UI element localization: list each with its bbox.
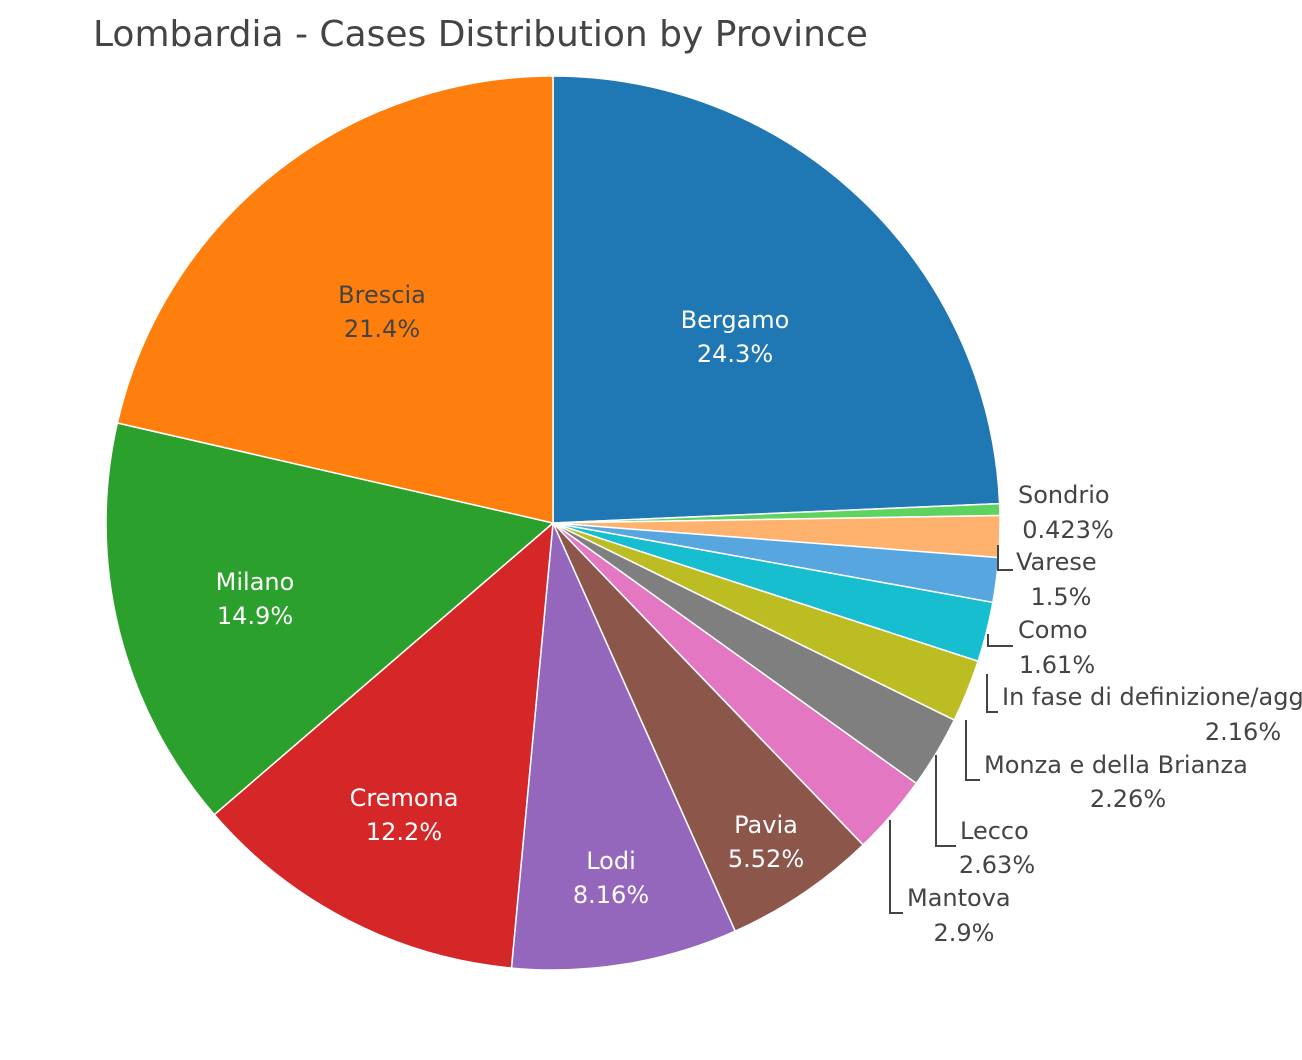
slice-percent-monza-e-della-brianza: 2.26% — [1090, 785, 1166, 813]
pie-slice-lodi — [510, 520, 737, 971]
leader-line-varese — [997, 545, 1013, 571]
leader-line-lecco — [935, 755, 956, 847]
slice-label-como: Como — [1018, 616, 1088, 644]
slice-label-brescia: Brescia — [338, 281, 426, 309]
slice-label-monza-e-della-brianza: Monza e della Brianza — [984, 751, 1248, 779]
slice-percent-pavia: 5.52% — [728, 845, 804, 873]
pie-slices — [105, 75, 1001, 971]
leader-line-mantova — [889, 820, 903, 914]
slice-percent-lecco: 2.63% — [959, 851, 1035, 879]
slice-percent-lodi: 8.16% — [573, 881, 649, 909]
chart-title: Lombardia - Cases Distribution by Provin… — [93, 14, 868, 55]
pie-slice-cremona — [213, 521, 554, 969]
leader-lines — [889, 545, 1013, 914]
slice-percent-brescia: 21.4% — [344, 315, 420, 343]
slice-label-milano: Milano — [216, 568, 295, 596]
slice-label-sondrio: Sondrio — [1018, 481, 1110, 509]
slice-labels: Bergamo 24.3% Sondrio 0.423% Varese 1.5% Como 1… — [216, 281, 1302, 947]
leader-line-monza-e-della-brianza — [965, 720, 980, 781]
slice-percent-in-fase-di-definizione-aggiornamento: 2.16% — [1205, 718, 1281, 746]
slice-label-lecco: Lecco — [960, 817, 1029, 845]
pie-slice-pavia — [552, 522, 865, 933]
slice-percent-milano: 14.9% — [217, 602, 293, 630]
slice-percent-sondrio: 0.423% — [1022, 516, 1114, 544]
leader-line-in-fase-di-definizione-aggiornamento — [986, 674, 998, 713]
leader-line-como — [987, 634, 1013, 647]
slice-label-mantova: Mantova — [907, 884, 1011, 912]
slice-label-in-fase-di-definizione-aggiornamento: In fase di definizione/aggiornamento — [1002, 683, 1302, 711]
slice-label-varese: Varese — [1016, 548, 1097, 576]
slice-percent-mantova: 2.9% — [934, 919, 995, 947]
slice-percent-como: 1.61% — [1019, 651, 1095, 679]
slice-percent-bergamo: 24.3% — [697, 340, 773, 368]
pie-slice-brescia — [116, 75, 554, 524]
slice-label-cremona: Cremona — [350, 784, 459, 812]
slice-label-pavia: Pavia — [734, 811, 798, 839]
pie-slice-milano — [105, 422, 555, 816]
slice-percent-varese: 1.5% — [1031, 583, 1092, 611]
pie-slice-bergamo — [552, 75, 1001, 524]
slice-percent-cremona: 12.2% — [366, 818, 442, 846]
slice-label-lodi: Lodi — [586, 847, 636, 875]
slice-label-bergamo: Bergamo — [681, 306, 790, 334]
